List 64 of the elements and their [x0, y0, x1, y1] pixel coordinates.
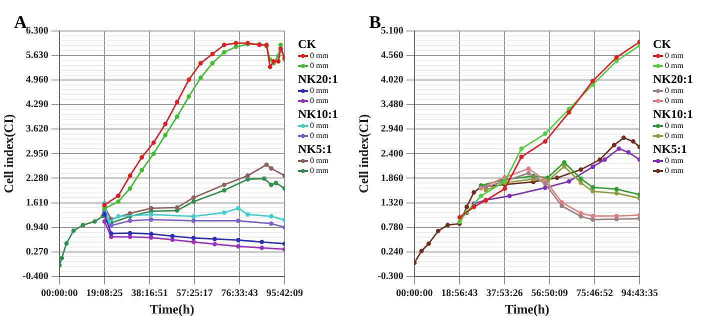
text: CK: [298, 37, 317, 51]
y-tick-label: 0.940: [26, 222, 48, 233]
x-tick-label: 76:33:43: [221, 288, 258, 299]
legend-label: 0 mm: [310, 121, 328, 131]
x-tick-label: 19:08:25: [86, 288, 123, 299]
legend-label: 0 mm: [665, 156, 684, 166]
legend-label: 0 mm: [665, 131, 684, 141]
y-tick-label: 6.300: [26, 26, 48, 37]
y-tick-label: 4.020: [380, 74, 404, 86]
y-tick-label: 2.400: [380, 148, 404, 160]
legend-label: 0 mm: [310, 156, 328, 166]
text: NK5:1: [653, 142, 688, 156]
y-tick-label: 0.780: [380, 222, 404, 233]
y-tick-label: 4.560: [380, 50, 404, 62]
y-tick-label: 4.960: [26, 74, 48, 86]
legend-label: 0 mm: [310, 86, 328, 96]
legend-label: 0 mm: [310, 96, 328, 106]
x-tick-label: 00:00:00: [396, 288, 433, 299]
y-tick-label: -0.300: [378, 270, 404, 282]
x-axis-title: Time(h): [150, 302, 194, 317]
legend-label: 0 mm: [310, 166, 328, 176]
y-tick-label: 2.280: [26, 172, 48, 184]
chart-title: B: [369, 12, 382, 32]
y-tick-label: 1.320: [380, 197, 404, 208]
y-tick-label: 3.620: [26, 124, 48, 135]
legend-label: 0 mm: [665, 86, 684, 96]
y-tick-label: 1.860: [380, 172, 404, 184]
y-tick-label: 1.610: [26, 197, 48, 208]
y-tick-label: -0.400: [22, 270, 48, 282]
x-tick-label: 18:56:43: [441, 288, 478, 299]
legend-label: 0 mm: [665, 121, 684, 131]
text: NK20:1: [653, 72, 693, 86]
x-tick-label: 57:25:17: [176, 288, 213, 299]
legend-label: 0 mm: [310, 61, 328, 71]
legend-label: 0 mm: [665, 166, 684, 176]
text: NK10:1: [653, 107, 693, 121]
y-tick-label: 5.100: [380, 26, 404, 37]
legend-label: 0 mm: [310, 51, 328, 61]
y-tick-label: 0.240: [380, 246, 404, 258]
text: NK20:1: [298, 72, 338, 86]
y-axis-title: Cell index(CI): [1, 114, 16, 194]
y-tick-label: 5.630: [26, 50, 48, 62]
x-axis-title: Time(h): [504, 302, 550, 317]
chart-title: A: [14, 12, 27, 32]
x-tick-label: 75:46:52: [576, 288, 613, 299]
x-tick-label: 38:16:51: [131, 288, 168, 299]
text: NK10:1: [298, 107, 338, 121]
y-tick-label: 2.950: [26, 148, 48, 160]
x-tick-label: 00:00:00: [41, 288, 78, 299]
x-tick-label: 95:42:09: [266, 288, 304, 299]
y-axis-title: Cell index(CI): [356, 114, 372, 194]
x-tick-label: 56:50:09: [531, 288, 568, 299]
x-tick-label: 37:53:26: [486, 288, 523, 299]
y-tick-label: 2.940: [380, 124, 404, 135]
legend-label: 0 mm: [665, 51, 684, 61]
y-tick-label: 3.480: [380, 99, 404, 110]
legend-label: 0 mm: [310, 131, 328, 141]
y-tick-label: 4.290: [26, 99, 48, 110]
y-tick-label: 0.270: [26, 246, 48, 258]
text: CK: [653, 37, 672, 51]
text: NK5:1: [298, 142, 333, 156]
legend-label: 0 mm: [665, 61, 684, 71]
x-tick-label: 94:43:35: [621, 288, 658, 299]
legend-label: 0 mm: [665, 96, 684, 106]
